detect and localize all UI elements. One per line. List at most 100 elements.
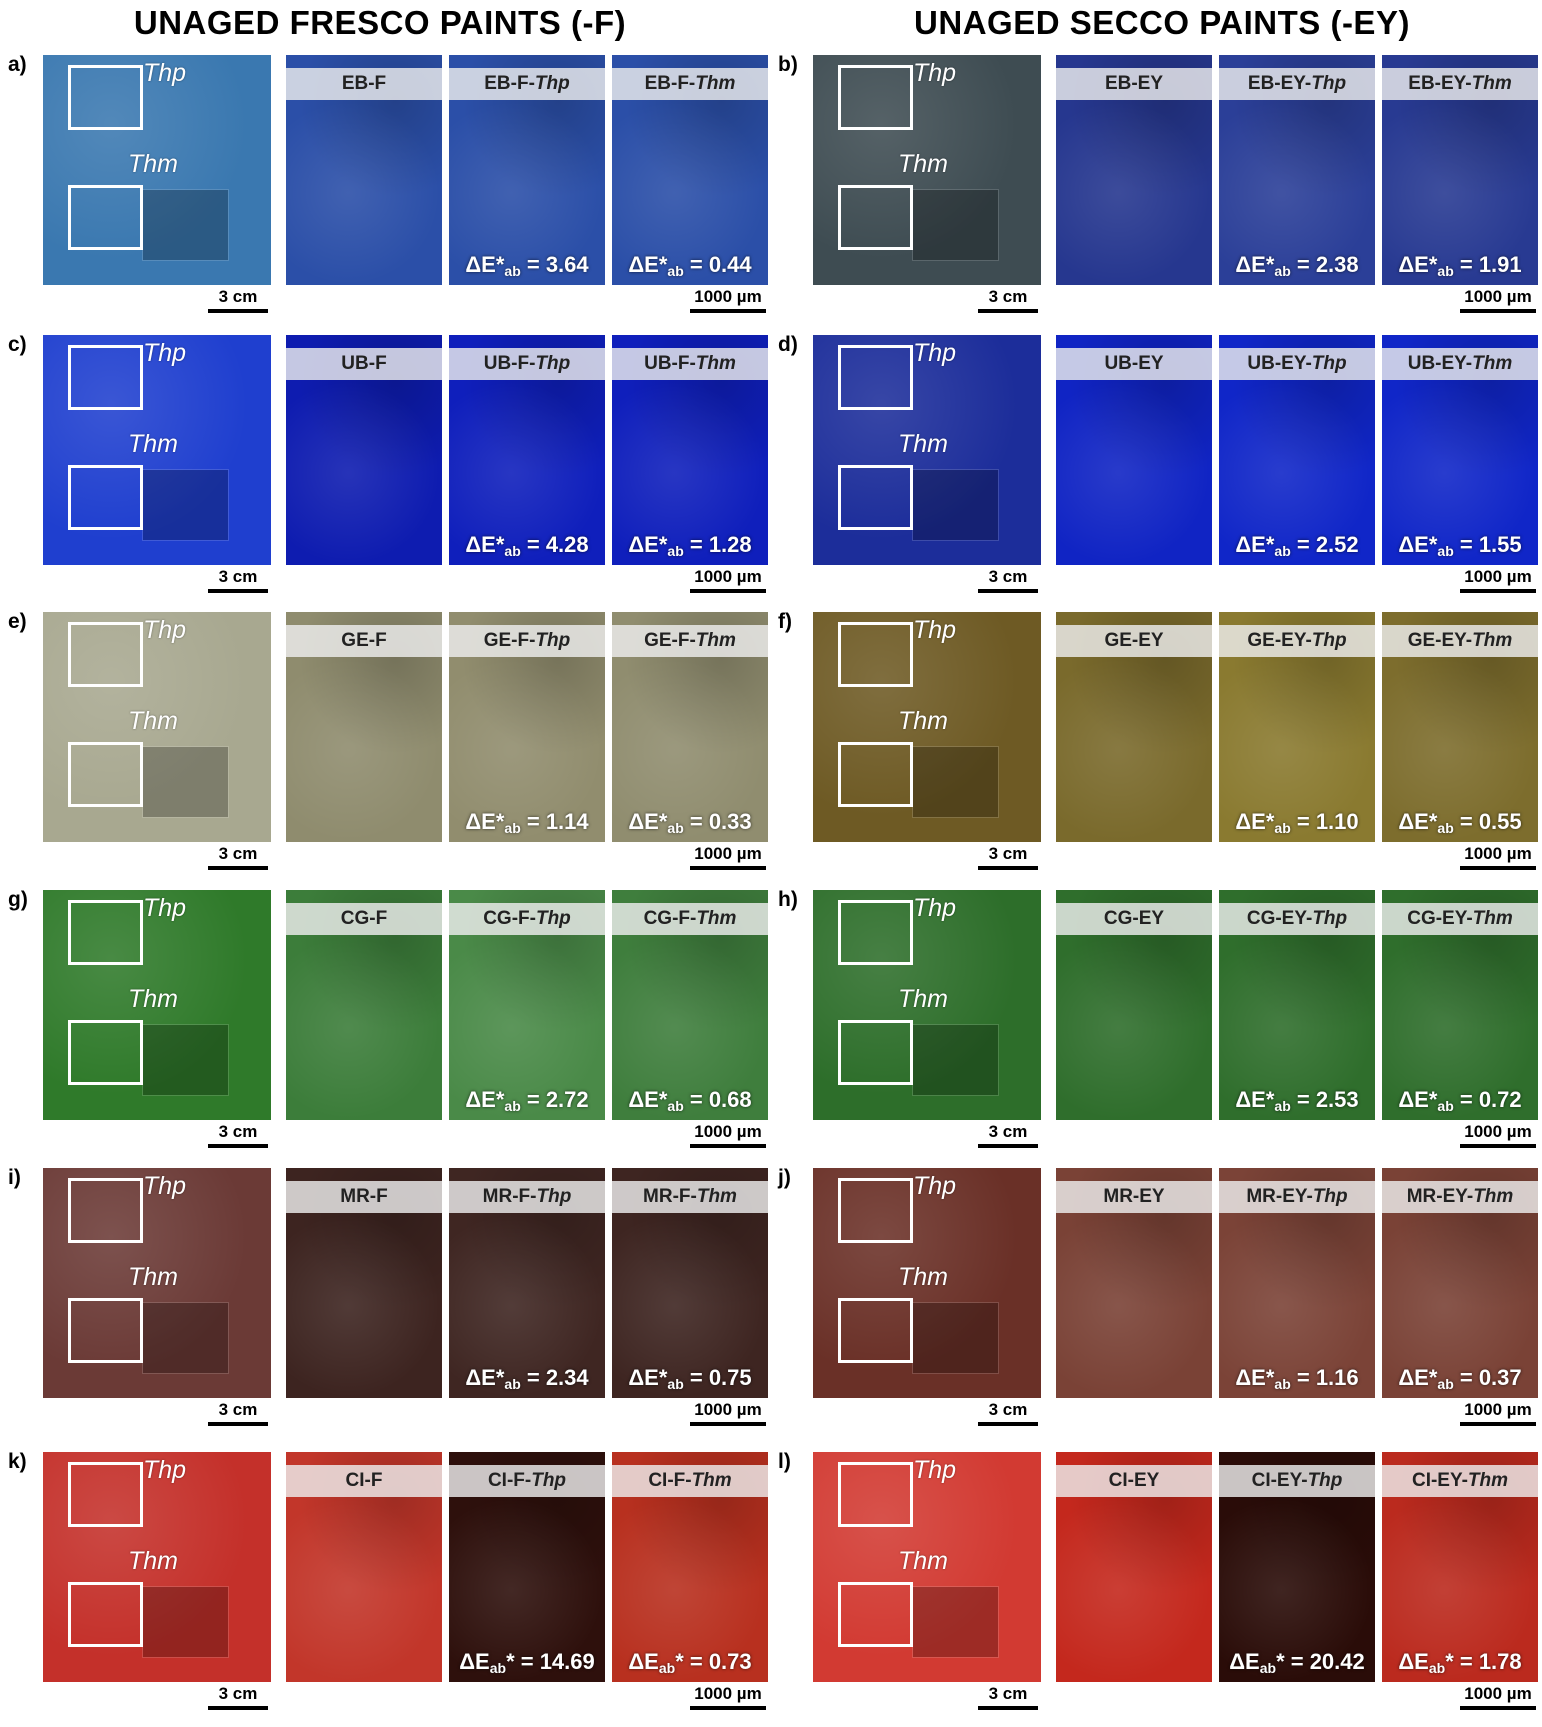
delta-e-value: ΔEab* = 0.73 [628,1649,752,1676]
micrograph-thp: UB-EY-Thp ΔE*ab = 2.52 [1219,335,1375,565]
delta-e-value: ΔE*ab = 2.38 [1235,252,1359,279]
delta-e-subscript: ab [1437,263,1454,279]
panel-letter-label: k) [8,1450,27,1473]
micro-scale-bar: 1000 µm [1460,1684,1536,1710]
micrograph-header-text: GE-EY [1104,630,1164,651]
macro-photo: Thp Thm [813,335,1041,565]
macro-scale-bar: 3 cm [208,287,268,313]
delta-e-subscript: ab [504,820,521,836]
micrograph-header-text: GE-EY- [1407,630,1473,651]
micrograph-thm: GE-F-Thm ΔE*ab = 0.33 [612,612,768,842]
thp-region-label: Thp [143,339,187,367]
panel-letter-label: i) [8,1166,21,1189]
micrograph-header-text: UB-EY- [1407,353,1473,374]
micrograph-header-text: GE-F- [644,630,696,651]
delta-e-value: ΔE*ab = 0.55 [1398,809,1522,836]
micrograph-header-treatment: Thp [1312,908,1348,929]
micrograph-header-text: CI-F- [487,1470,532,1491]
micrograph-header-text: MR-EY [1103,1186,1165,1207]
macro-scale-line [978,1706,1038,1710]
micrograph-header-treatment: Thp [1312,1186,1348,1207]
panel-letter-label: l) [778,1450,791,1473]
micrograph-header: MR-F-Thm [612,1181,768,1213]
micrograph-header: MR-F-Thp [449,1181,605,1213]
thm-region-label: Thm [898,430,948,458]
panel-letter-label: h) [778,888,798,911]
micrograph-header-text: GE-F- [483,630,536,651]
macro-scale-line [208,1706,268,1710]
micro-scale-bar: 1000 µm [1460,567,1536,593]
delta-e-number: = 0.72 [1453,1087,1522,1112]
delta-e-number: = 1.14 [520,809,589,834]
macro-scale-label: 3 cm [218,1122,258,1141]
macro-scale-line [208,589,268,593]
macro-scale-label: 3 cm [218,287,258,306]
micrograph-header-text: EB-F- [644,73,696,94]
macro-photo: Thp Thm [43,612,271,842]
micrograph-header-text: CG-EY [1103,908,1165,929]
micro-scale-bar: 1000 µm [690,287,766,313]
micrograph-header: MR-EY-Thm [1382,1181,1538,1213]
delta-e-subscript: ab [667,1376,684,1392]
thm-region-box [838,185,913,250]
micrograph-thp: GE-F-Thp ΔE*ab = 1.14 [449,612,605,842]
thm-region-box [838,1298,913,1363]
treated-patch [912,746,999,818]
macro-photo: Thp Thm [813,890,1041,1120]
macro-scale-label: 3 cm [988,844,1028,863]
treated-patch [912,1024,999,1096]
delta-e-subscript: ab [1274,1376,1291,1392]
delta-e-subscript: ab [1437,1376,1454,1392]
thm-region-label: Thm [898,150,948,178]
micrograph-reference: MR-EY [1056,1168,1212,1398]
micro-scale-line [1460,866,1536,870]
micrograph-reference: CG-EY [1056,890,1212,1120]
micrograph-header: MR-F [286,1181,442,1213]
micrograph-header-treatment: Thm [1472,353,1513,374]
macro-scale-bar: 3 cm [208,567,268,593]
micrograph-header-treatment: Thm [695,73,736,94]
micrograph-thp: EB-EY-Thp ΔE*ab = 2.38 [1219,55,1375,285]
thp-region-box [838,1178,913,1243]
micrograph-header-text: MR-F [340,1186,388,1207]
micrograph-header: EB-F-Thm [612,68,768,100]
thm-region-box [68,1582,143,1647]
micrograph-header: EB-EY [1056,68,1212,100]
macro-scale-line [208,866,268,870]
delta-e-number: = 0.68 [683,1087,752,1112]
delta-e-value: ΔE*ab = 0.44 [628,252,752,279]
micro-scale-bar: 1000 µm [1460,1122,1536,1148]
micrograph-header-text: CI-EY [1108,1470,1160,1491]
micrograph-header-text: UB-EY [1104,353,1164,374]
treated-patch [142,1302,229,1374]
micrograph-thm: CI-F-Thm ΔEab* = 0.73 [612,1452,768,1682]
macro-scale-bar: 3 cm [208,1684,268,1710]
thp-region-box [838,622,913,687]
micrograph-header-text: EB-EY- [1247,73,1312,94]
delta-e-subscript: ab [1428,1660,1446,1676]
delta-e-value: ΔEab* = 14.69 [459,1649,595,1676]
panel-letter-label: j) [778,1166,791,1189]
micrograph-header-text: CG-F- [643,908,697,929]
micrograph-header-text: EB-EY- [1408,73,1472,94]
macro-scale-label: 3 cm [988,1684,1028,1703]
micrograph-header: CI-F-Thm [612,1465,768,1497]
delta-e-subscript: ab [658,1660,676,1676]
delta-e-number: = 0.75 [683,1365,752,1390]
treated-patch [142,1024,229,1096]
macro-scale-label: 3 cm [218,1400,258,1419]
micro-scale-line [1460,1422,1536,1426]
thp-region-label: Thp [913,616,957,644]
micrograph-thp: MR-EY-Thp ΔE*ab = 1.16 [1219,1168,1375,1398]
delta-e-value: ΔEab* = 1.78 [1398,1649,1522,1676]
micrograph-thm: MR-F-Thm ΔE*ab = 0.75 [612,1168,768,1398]
thp-region-label: Thp [143,616,187,644]
micrograph-header: GE-F [286,625,442,657]
micrograph-header-text: CG-F- [483,908,536,929]
micrograph-header-text: UB-F- [483,353,536,374]
macro-scale-line [978,1144,1038,1148]
micrograph-reference: GE-EY [1056,612,1212,842]
micrograph-reference: CI-F [286,1452,442,1682]
micro-scale-line [1460,1706,1536,1710]
thp-region-label: Thp [913,894,957,922]
